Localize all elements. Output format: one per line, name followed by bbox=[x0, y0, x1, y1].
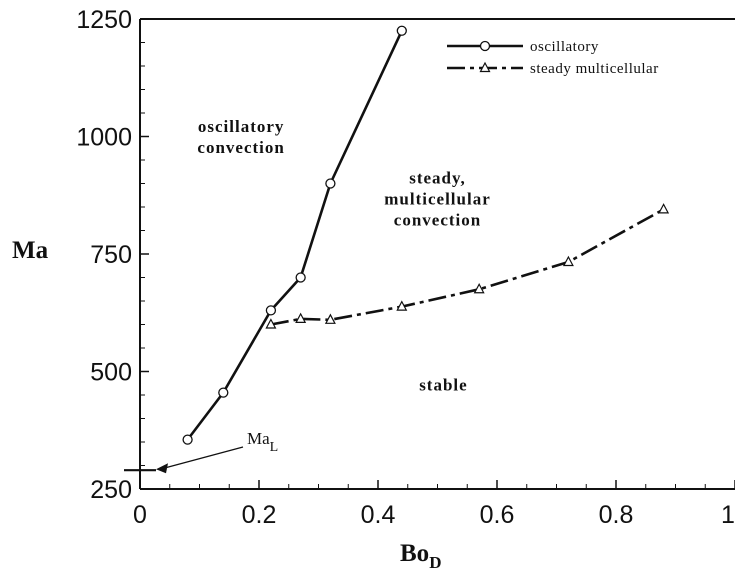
mal-arrow-line bbox=[159, 446, 244, 470]
data-point-triangle bbox=[324, 313, 336, 324]
y-tick-label: 1000 bbox=[76, 124, 132, 152]
data-point-triangle bbox=[562, 255, 574, 267]
data-point-triangle bbox=[295, 312, 307, 323]
y-axis-label: Ma bbox=[12, 237, 49, 264]
region-label-stable: stable bbox=[419, 375, 468, 394]
legend-label-steady-multicellular: steady multicellular bbox=[530, 61, 659, 77]
x-axis-label-main: Bo bbox=[400, 540, 429, 567]
region-label-steady-multicellular-convection: multicellular bbox=[384, 190, 490, 209]
data-point-circle bbox=[182, 434, 193, 445]
mal-label-sub: L bbox=[270, 440, 279, 455]
data-point-triangle bbox=[265, 318, 277, 329]
x-axis-label: BoD bbox=[400, 540, 441, 572]
data-point-triangle bbox=[658, 203, 670, 214]
legend-marker-circle bbox=[479, 40, 491, 52]
data-point-circle bbox=[295, 272, 306, 283]
x-tick-label: 1 bbox=[721, 501, 735, 529]
mal-label: MaL bbox=[247, 429, 278, 455]
mal-annotation: MaL bbox=[124, 429, 278, 474]
axis-tick-labels: 250 500 750 1000 1250 0 0.2 0.4 0.6 0.8 1 bbox=[76, 6, 735, 529]
x-tick-label: 0.4 bbox=[361, 501, 396, 529]
region-label-steady-multicellular-convection: steady, bbox=[409, 169, 466, 188]
mal-arrow-head bbox=[156, 463, 168, 474]
x-axis-label-sub: D bbox=[429, 553, 441, 572]
legend-label-oscillatory: oscillatory bbox=[530, 39, 599, 55]
x-tick-label: 0 bbox=[133, 501, 147, 529]
data-point-circle bbox=[218, 387, 229, 398]
y-tick-label: 750 bbox=[90, 241, 132, 269]
legend: oscillatory steady multicellular bbox=[447, 39, 659, 77]
plot-frame bbox=[139, 18, 735, 490]
x-tick-label: 0.2 bbox=[242, 501, 277, 529]
legend-marker-triangle bbox=[479, 61, 491, 73]
series-markers bbox=[182, 25, 670, 445]
series-line-oscillatory bbox=[186, 30, 403, 441]
region-label-oscillatory-convection: oscillatory bbox=[198, 117, 285, 136]
data-point-circle bbox=[265, 305, 277, 316]
data-point-circle bbox=[396, 25, 407, 36]
axis-ticks bbox=[139, 18, 735, 490]
y-tick-label: 1250 bbox=[76, 6, 132, 34]
region-labels: oscillatory convection steady, multicellula… bbox=[197, 117, 490, 394]
mal-label-main: Ma bbox=[247, 429, 270, 448]
data-point-circle bbox=[325, 178, 336, 189]
data-point-triangle bbox=[473, 282, 485, 294]
x-tick-label: 0.8 bbox=[599, 501, 634, 529]
data-point-triangle bbox=[396, 300, 408, 311]
region-label-oscillatory-convection: convection bbox=[197, 138, 284, 157]
x-tick-label: 0.6 bbox=[480, 501, 515, 529]
y-tick-label: 500 bbox=[90, 359, 132, 387]
region-label-steady-multicellular-convection: convection bbox=[394, 211, 481, 230]
y-tick-label: 250 bbox=[90, 476, 132, 504]
